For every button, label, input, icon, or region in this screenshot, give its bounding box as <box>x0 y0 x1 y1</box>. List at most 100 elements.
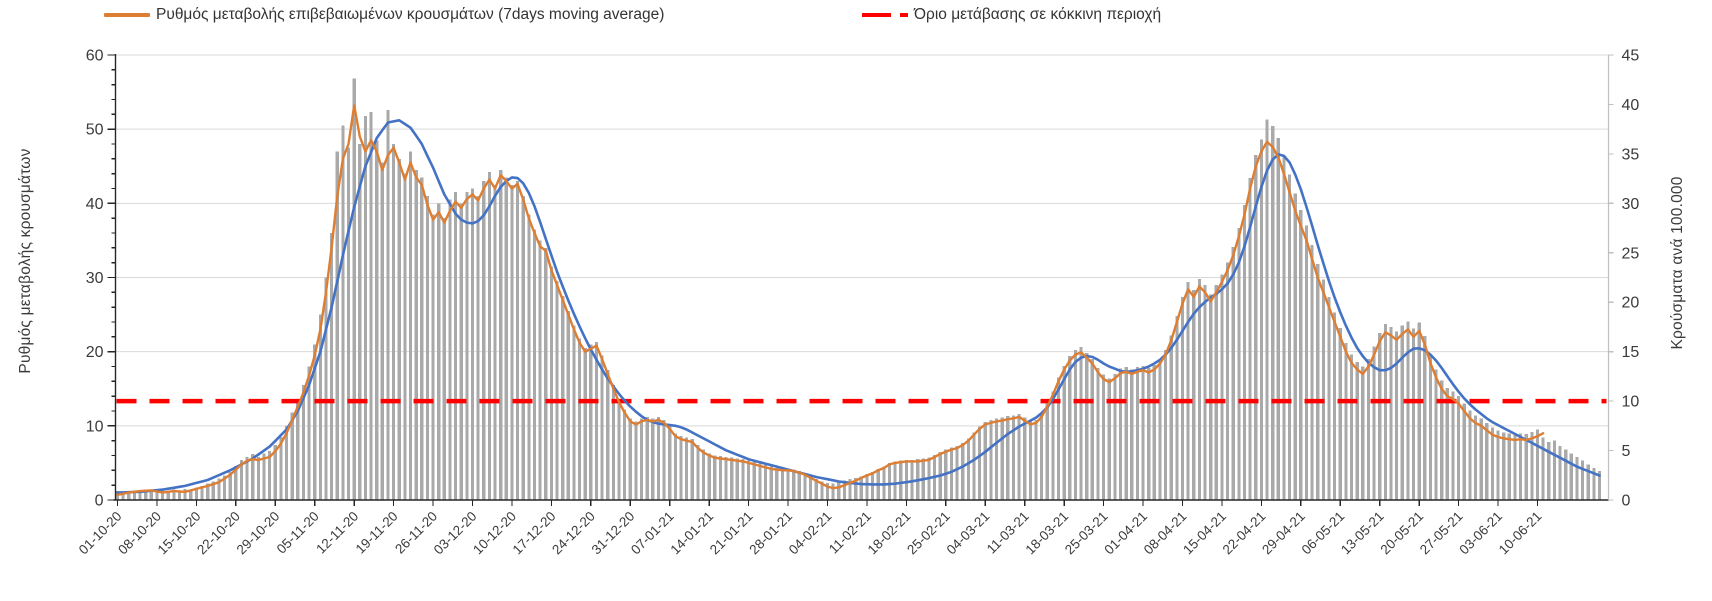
bar <box>442 218 446 501</box>
bar <box>369 112 373 501</box>
bar <box>1090 359 1094 500</box>
bar <box>1242 204 1247 500</box>
bar <box>949 447 954 500</box>
bar <box>724 456 728 500</box>
bar <box>1321 279 1325 500</box>
bar <box>268 451 272 500</box>
bar <box>1406 321 1410 500</box>
y-right-tick-label: 10 <box>1622 394 1640 411</box>
bar <box>346 147 351 500</box>
bar <box>127 491 131 500</box>
bar <box>1327 296 1331 500</box>
x-axis-tick-label: 05-11-20 <box>274 509 322 557</box>
bar <box>1389 327 1393 500</box>
bar <box>200 485 204 500</box>
y-right-tick-label: 35 <box>1622 146 1640 163</box>
bar <box>222 475 227 500</box>
y-left-tick-label: 20 <box>86 344 104 361</box>
bar <box>848 479 852 500</box>
bar <box>1017 413 1021 500</box>
bar <box>1164 350 1168 500</box>
bar <box>279 436 283 500</box>
bar <box>583 347 587 500</box>
bar <box>465 192 469 500</box>
bar <box>679 436 683 500</box>
moving-average-line <box>116 104 1545 496</box>
bar <box>510 184 514 501</box>
bar <box>403 173 407 501</box>
y-left-tick-label: 0 <box>95 493 104 510</box>
bar <box>515 181 520 500</box>
bar <box>341 125 345 501</box>
bar <box>566 310 570 501</box>
bar <box>1276 138 1280 500</box>
bar <box>352 78 356 500</box>
bar <box>572 325 576 500</box>
bar <box>1592 468 1596 500</box>
bar <box>634 421 638 500</box>
bar <box>1271 126 1275 500</box>
bar <box>549 266 553 501</box>
bar <box>324 277 328 500</box>
bar <box>358 144 362 500</box>
bar <box>1440 380 1444 500</box>
bar <box>1237 227 1241 500</box>
bar <box>1468 410 1472 500</box>
bar <box>758 463 762 500</box>
bar <box>290 412 294 500</box>
bar <box>685 437 689 500</box>
bar <box>1040 413 1044 500</box>
bar <box>561 296 565 500</box>
bar <box>1564 449 1568 500</box>
bar <box>1519 433 1523 500</box>
bar <box>555 281 559 500</box>
bar <box>1344 342 1348 500</box>
bar <box>1580 460 1585 500</box>
bar <box>870 471 875 500</box>
bar <box>741 459 745 500</box>
bar <box>1158 359 1162 500</box>
bar <box>1417 322 1421 500</box>
bar <box>380 162 384 501</box>
bar <box>1310 244 1314 500</box>
axis-ticks <box>107 54 1614 506</box>
bar <box>363 115 368 500</box>
y-right-tick-label: 15 <box>1622 344 1640 361</box>
bar <box>1006 416 1010 500</box>
bar <box>149 491 153 500</box>
bar <box>437 203 441 500</box>
bar <box>1434 369 1438 500</box>
bar <box>668 425 672 500</box>
bar <box>521 195 525 501</box>
bar <box>1011 415 1016 500</box>
bar <box>397 158 401 500</box>
bar <box>138 492 142 500</box>
bar <box>589 344 593 500</box>
bar <box>1062 365 1066 500</box>
bar <box>628 418 632 500</box>
bar <box>859 476 863 500</box>
bar <box>1135 367 1140 500</box>
bar <box>470 188 475 500</box>
y-right-tick-label: 45 <box>1622 48 1640 65</box>
bar <box>1282 155 1286 500</box>
bar <box>166 491 170 500</box>
bar <box>803 473 807 500</box>
bar <box>160 490 165 500</box>
bar <box>1490 427 1495 500</box>
bar <box>1056 377 1061 501</box>
bar <box>1220 274 1224 500</box>
bar <box>425 195 430 501</box>
bar <box>662 419 666 500</box>
bar <box>594 342 599 500</box>
bar <box>718 456 723 500</box>
bar <box>1102 374 1106 500</box>
x-axis-tick-label: 04-02-21 <box>786 509 835 558</box>
bar <box>1180 296 1185 500</box>
bar <box>763 465 768 500</box>
bar <box>1411 328 1416 500</box>
red-dashed-legend-icon <box>862 12 908 18</box>
bar <box>1028 421 1032 500</box>
bar <box>1507 433 1511 500</box>
bar <box>1259 139 1263 501</box>
